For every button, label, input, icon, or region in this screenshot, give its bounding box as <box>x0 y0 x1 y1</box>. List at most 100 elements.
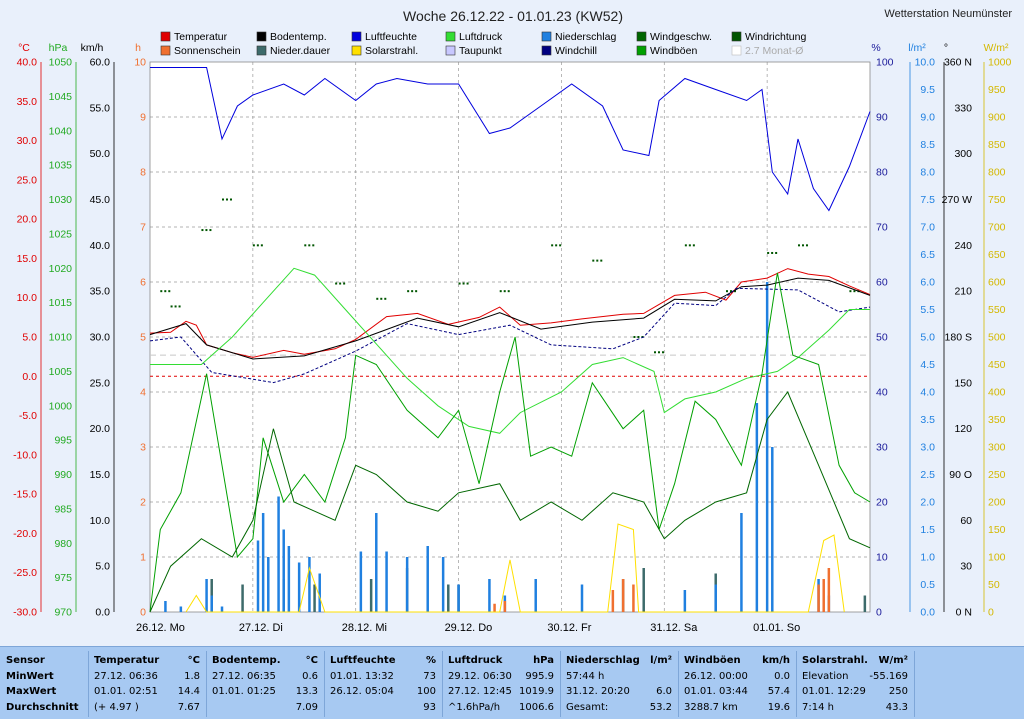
tick-label-solar: 650 <box>988 249 1006 261</box>
wind-direction-point <box>384 297 387 300</box>
legend-label: Luftfeuchte <box>365 31 417 43</box>
series-line-luftdruck <box>150 267 870 434</box>
wind-direction-point <box>503 290 506 293</box>
tick-label-sun: 10 <box>134 57 146 69</box>
x-label: 29.12. Do <box>445 622 493 634</box>
tick-label-temp: -15.0 <box>13 489 37 501</box>
tick-label-rain: 1.5 <box>920 524 935 536</box>
x-axis-labels: 26.12. Mo 27.12. Di 28.12. Mi 29.12. Do 30.1… <box>136 622 800 634</box>
tick-label-rain: 8.5 <box>920 139 935 151</box>
x-label: 31.12. Sa <box>650 622 698 634</box>
stats-column: Bodentemp. °C 27.12. 06:35 0.6 01.01. 01:25 1… <box>212 647 322 719</box>
tick-label-rain: 0.0 <box>920 607 935 619</box>
legend: Temperatur Sonnenschein Bodentemp. Nieder.d… <box>160 31 806 57</box>
tick-label-temp: 40.0 <box>17 57 38 69</box>
legend-label: Windgeschw. <box>650 31 712 43</box>
stats-separator <box>678 651 679 717</box>
legend-swatch <box>445 45 456 56</box>
wind-direction-point <box>798 244 800 247</box>
precip-duration-bar <box>313 584 316 612</box>
tick-label-solar: 300 <box>988 442 1006 454</box>
wind-direction-point <box>688 244 691 247</box>
tick-label-sun: 9 <box>140 112 146 124</box>
stats-separator <box>796 651 797 717</box>
x-label: 27.12. Di <box>239 622 283 634</box>
stats-row-labels: Sensor MinWert MaxWert Durchschnitt <box>6 647 86 719</box>
stats-separator <box>324 651 325 717</box>
rain-bar <box>405 557 409 612</box>
stats-value-time: ^1.6hPa/h <box>448 701 501 713</box>
rain-bar <box>457 584 460 612</box>
tick-label-press: 1010 <box>49 332 73 344</box>
tick-label-dir: 0 N <box>956 607 972 619</box>
wind-direction-point <box>164 290 167 293</box>
stats-column-unit: °C <box>187 655 200 666</box>
legend-swatch <box>636 45 647 56</box>
rain-bar <box>205 579 208 612</box>
sunshine-bar <box>632 584 635 612</box>
tick-label-dir: 60 <box>960 515 972 527</box>
series-line-windgeschw <box>149 391 871 613</box>
stats-value: 19.6 <box>767 701 790 713</box>
tick-label-hum: 20 <box>876 497 888 509</box>
wind-direction-point <box>222 198 224 201</box>
stats-row-label: Durchschnitt <box>6 701 79 713</box>
tick-label-sun: 8 <box>140 167 146 179</box>
stats-value: 14.4 <box>177 686 200 697</box>
stats-column-title: Windböen <box>684 655 741 666</box>
wind-direction-point <box>252 244 255 247</box>
tick-label-sun: 3 <box>140 442 146 454</box>
wind-direction-point <box>178 305 181 308</box>
stats-column-title: Luftfeuchte <box>330 655 396 666</box>
sunshine-bar <box>817 584 820 612</box>
wind-direction-point <box>168 290 171 293</box>
stats-column: Solarstrahl. W/m² Elevation -55.169 01.01. 1… <box>802 647 912 719</box>
axis-unit-hum: % <box>871 42 880 54</box>
wind-direction-point <box>174 305 177 308</box>
tick-label-press: 975 <box>54 572 72 584</box>
tick-label-solar: 350 <box>988 414 1006 426</box>
wind-direction-point <box>767 251 770 254</box>
stats-value: 100 <box>416 686 436 697</box>
rain-bar <box>426 546 429 612</box>
wind-direction-point <box>380 297 383 300</box>
tick-label-rain: 1.0 <box>920 552 935 564</box>
tick-label-press: 1030 <box>49 194 73 206</box>
series-line-bodentemp <box>149 277 871 360</box>
legend-swatch <box>160 45 171 56</box>
tick-label-rain: 9.0 <box>920 112 935 124</box>
wind-direction-point <box>555 244 558 247</box>
tick-label-solar: 550 <box>988 304 1006 316</box>
tick-label-temp: 10.0 <box>17 292 38 304</box>
tick-label-wind: 5.0 <box>95 561 110 573</box>
rain-bar <box>488 579 491 612</box>
stats-column-title: Luftdruck <box>448 655 503 666</box>
legend-swatch <box>541 31 552 42</box>
tick-label-press: 1000 <box>49 400 73 412</box>
weather-chart: Woche 26.12.22 - 01.01.23 (KW52) Wetters… <box>13 8 1013 634</box>
stats-column: Windböen km/h 26.12. 00:00 0.0 01.01. 03:44 5… <box>684 647 794 719</box>
tick-label-dir: 150 <box>954 377 972 389</box>
tick-label-press: 1040 <box>49 125 73 137</box>
rain-bar <box>755 403 759 612</box>
stats-separator <box>88 651 89 717</box>
stats-value: 995.9 <box>525 670 554 682</box>
tick-label-rain: 7.5 <box>920 194 935 206</box>
wind-direction-point <box>658 351 660 354</box>
stats-separator <box>442 651 443 717</box>
rain-bar <box>261 513 265 612</box>
stats-column-unit: °C <box>305 655 318 666</box>
stats-value-time: 7:14 h <box>802 701 834 713</box>
tick-label-wind: 50.0 <box>90 148 111 160</box>
stats-value-time: 01.01. 01:25 <box>212 686 276 697</box>
stats-value: 57.4 <box>767 686 790 697</box>
axis-unit-temp: °C <box>18 42 30 54</box>
tick-label-sun: 6 <box>140 277 146 289</box>
legend-label: Solarstrahl. <box>365 45 418 57</box>
axis-unit-sun: h <box>135 42 141 54</box>
tick-label-temp: -25.0 <box>13 567 37 579</box>
stats-value-time: 26.12. 00:00 <box>684 670 748 682</box>
tick-label-press: 1025 <box>49 228 73 240</box>
wind-direction-point <box>775 251 778 254</box>
tick-label-wind: 60.0 <box>90 57 111 69</box>
